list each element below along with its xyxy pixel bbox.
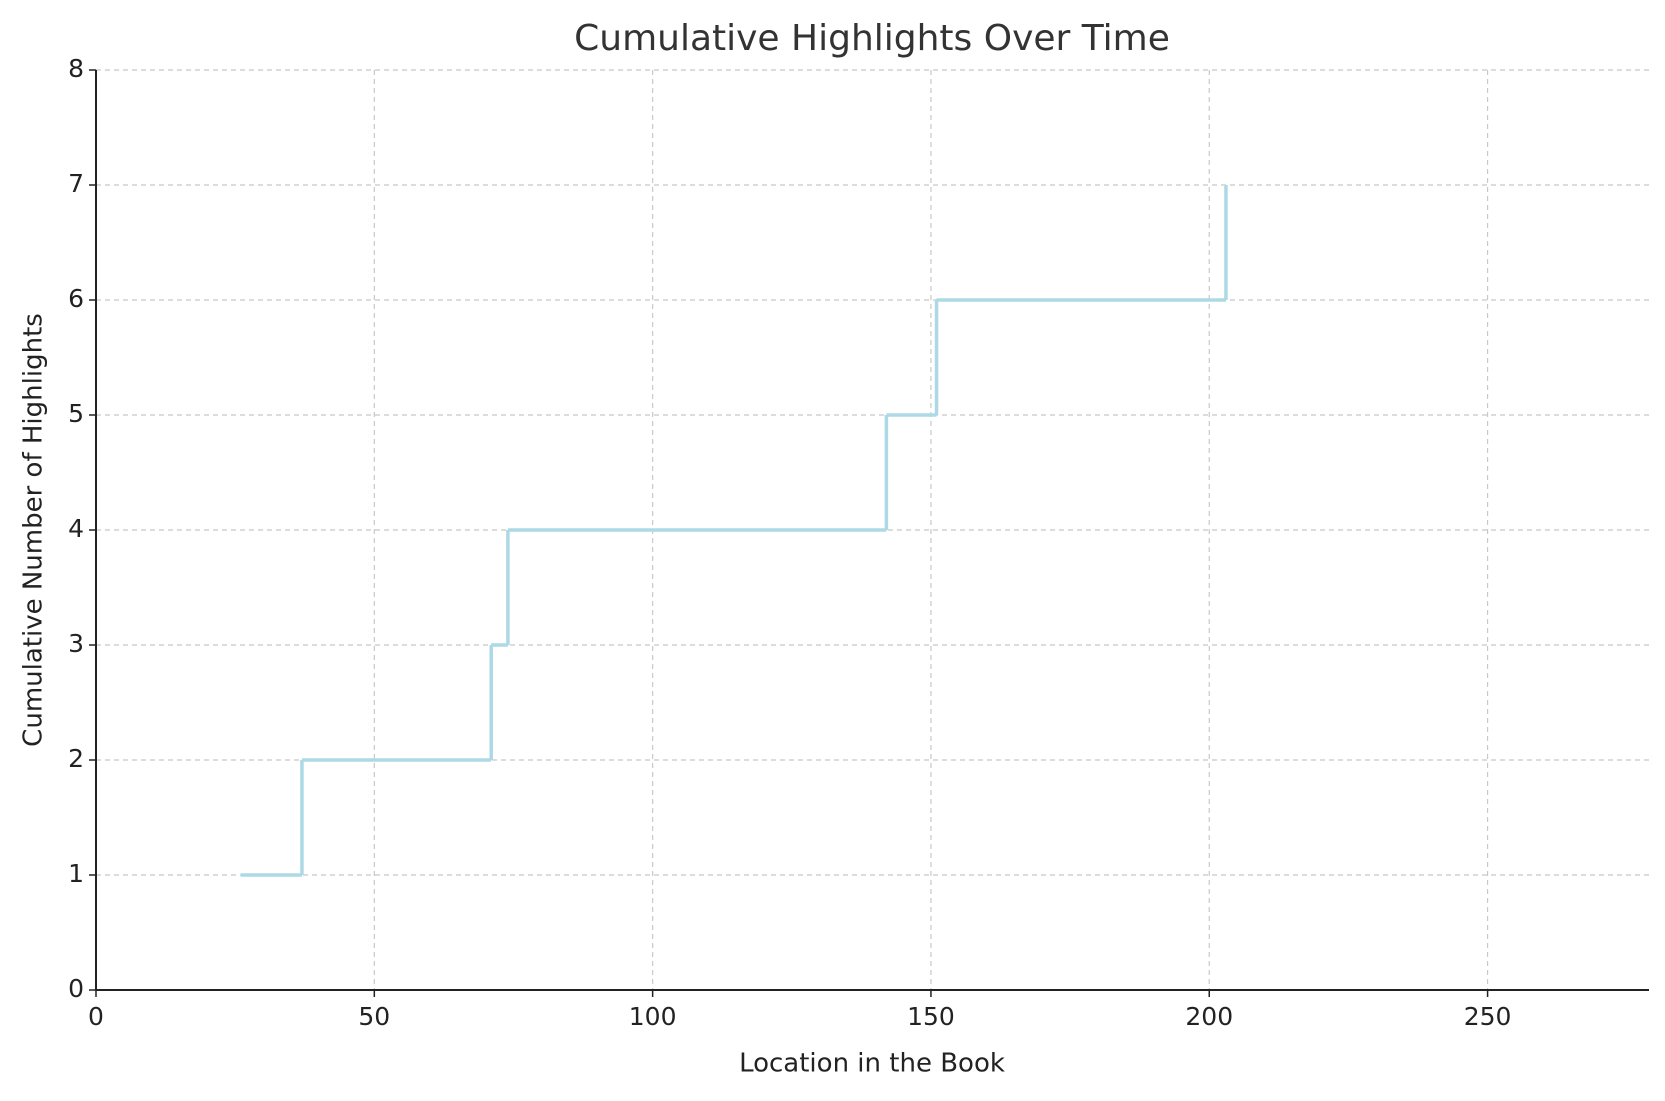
y-axis-label: Cumulative Number of Highlights bbox=[19, 313, 49, 747]
y-tick-label: 8 bbox=[68, 54, 84, 83]
step-riser bbox=[300, 185, 1228, 875]
x-tick-label: 150 bbox=[907, 1002, 955, 1031]
chart-title: Cumulative Highlights Over Time bbox=[574, 18, 1170, 59]
x-axis-label: Location in the Book bbox=[739, 1049, 1005, 1079]
y-tick-label: 0 bbox=[68, 974, 84, 1003]
y-tick-label: 4 bbox=[68, 514, 84, 543]
y-tick-label: 3 bbox=[68, 629, 84, 658]
y-tick-label: 6 bbox=[68, 284, 84, 313]
x-tick-label: 50 bbox=[358, 1002, 390, 1031]
y-tick-label: 1 bbox=[68, 859, 84, 888]
x-tick-label: 200 bbox=[1185, 1002, 1233, 1031]
y-tick-label: 2 bbox=[68, 744, 84, 773]
y-tick-label: 7 bbox=[68, 169, 84, 198]
y-tick-label: 5 bbox=[68, 399, 84, 428]
x-tick-label: 0 bbox=[88, 1002, 104, 1031]
x-tick-label: 100 bbox=[629, 1002, 677, 1031]
x-tick-label: 250 bbox=[1464, 1002, 1512, 1031]
